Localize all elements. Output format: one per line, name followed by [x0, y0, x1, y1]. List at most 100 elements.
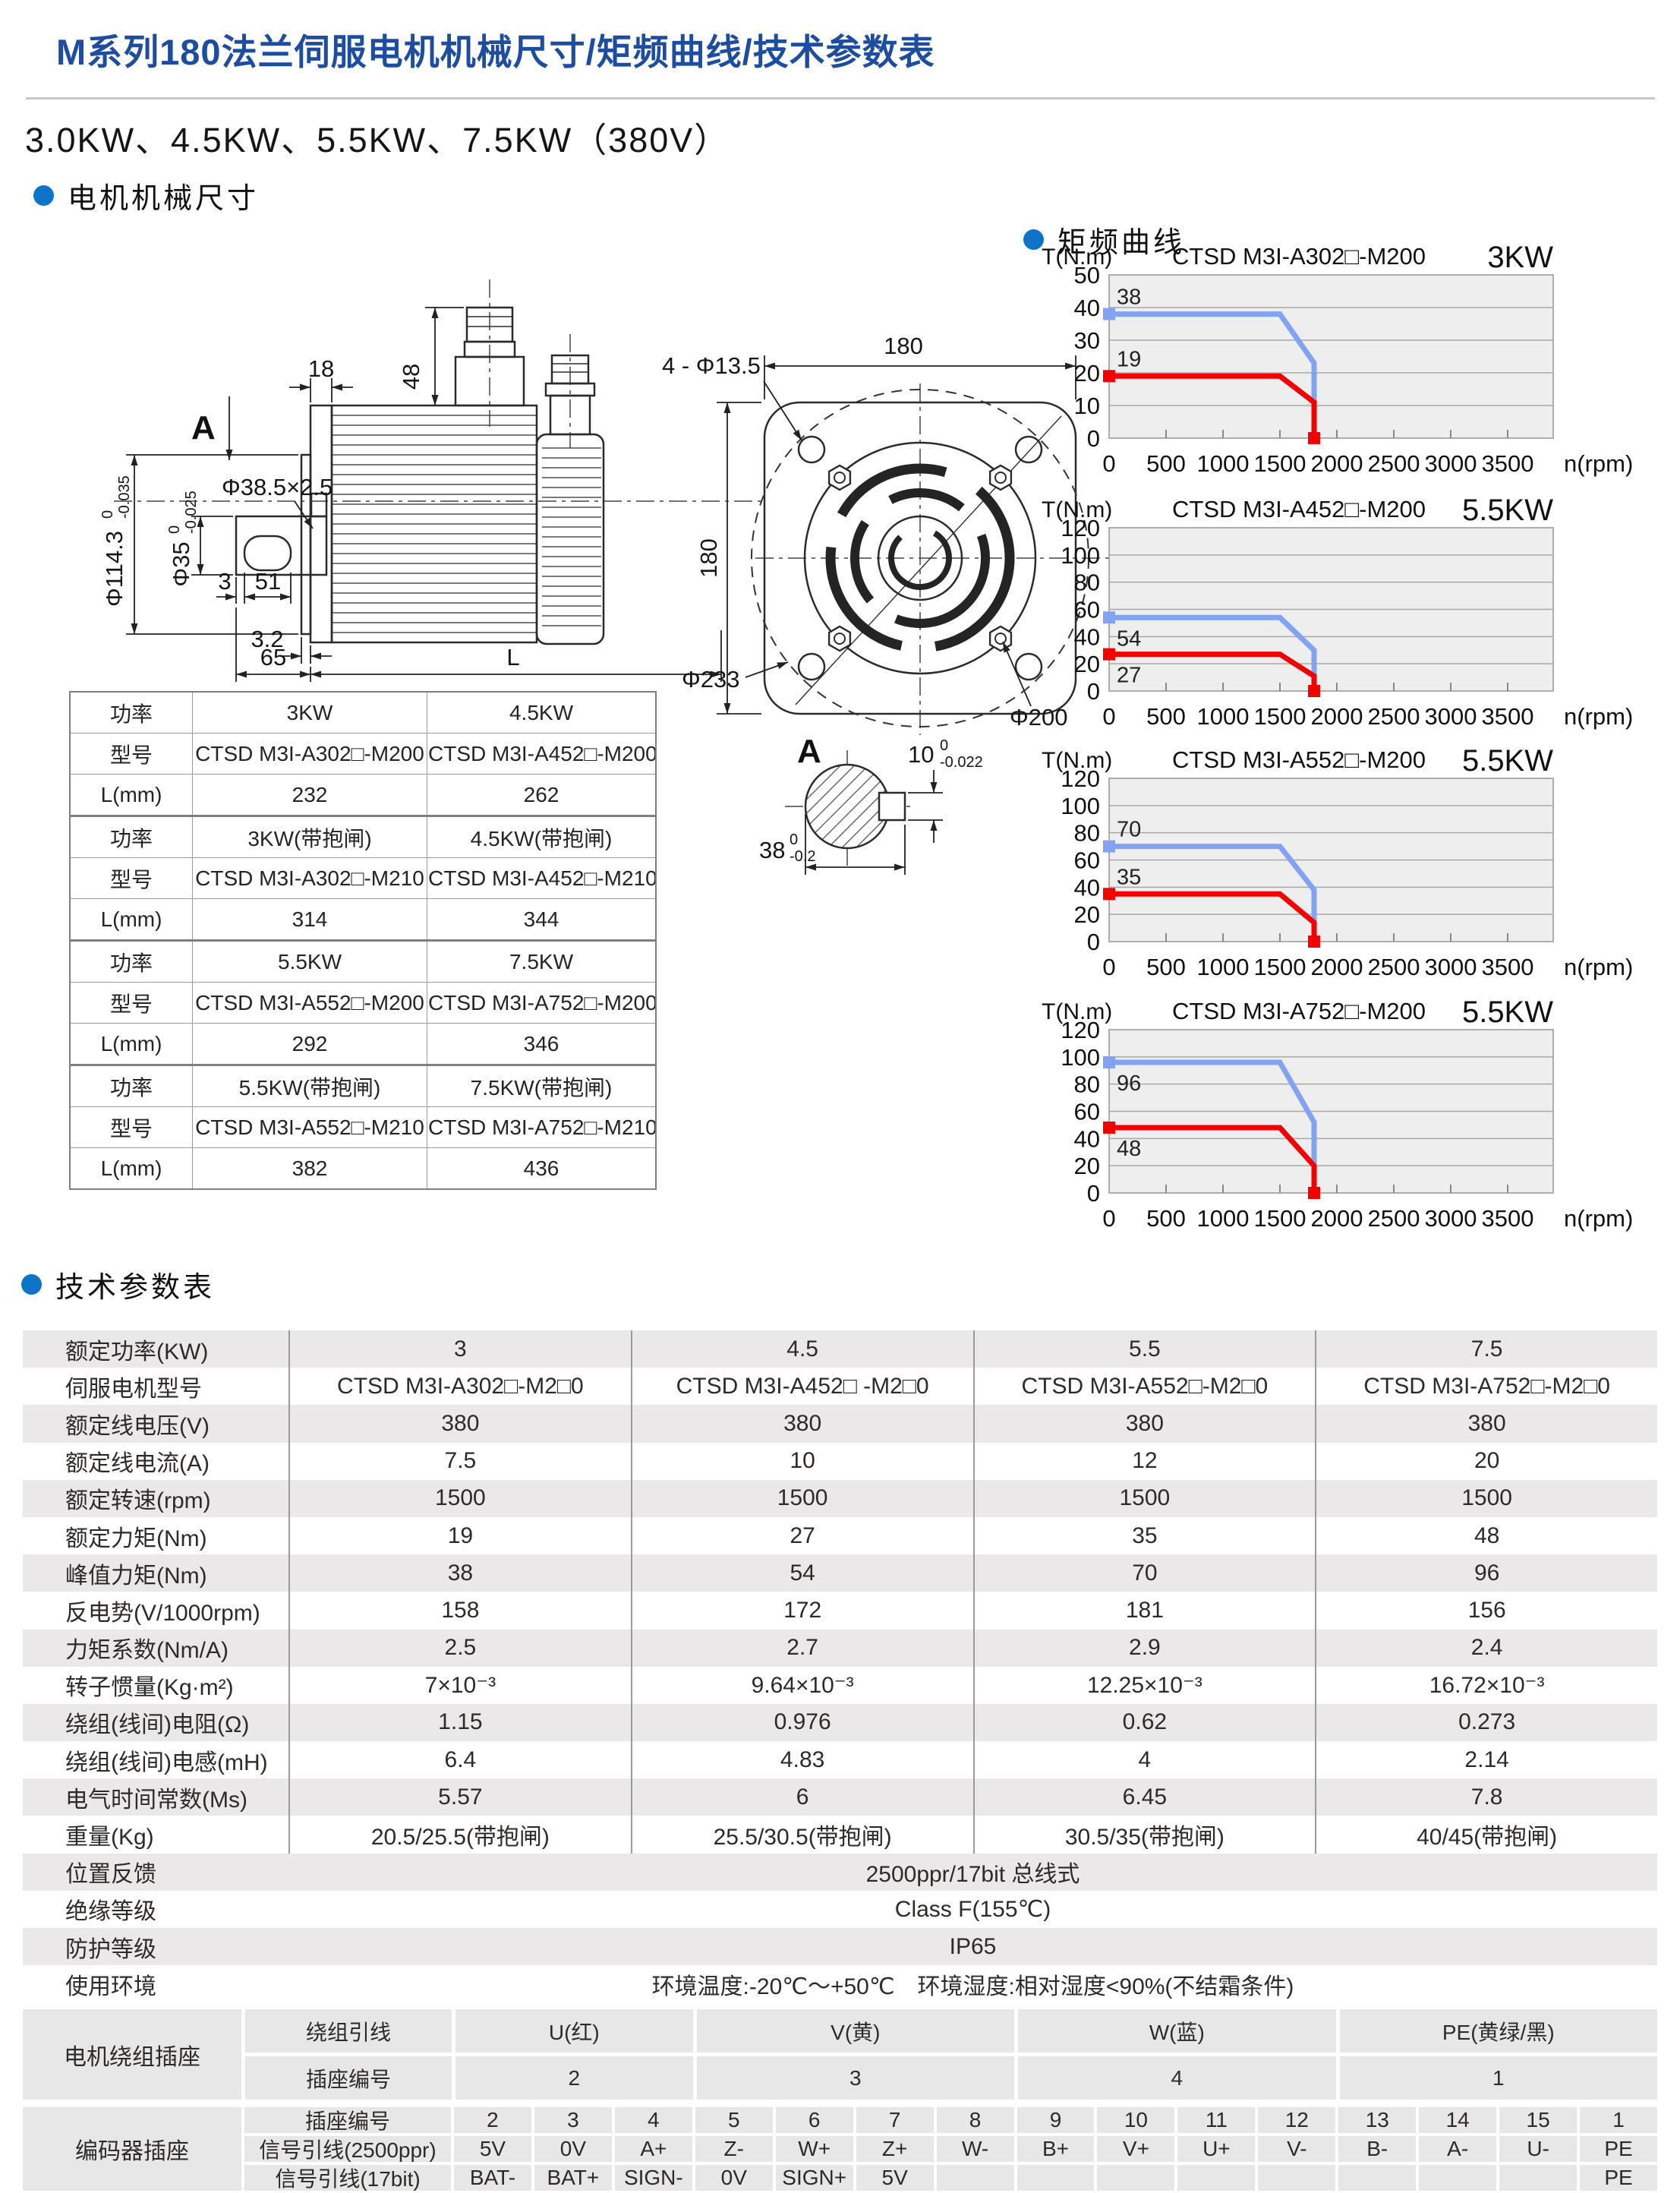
encoder-pin-value: 13: [1338, 2107, 1417, 2133]
callout-holes: 4 - Φ13.5: [662, 352, 802, 441]
svg-text:180: 180: [884, 333, 923, 359]
power-connector: [454, 279, 525, 427]
dim-48: 48: [398, 307, 464, 405]
hex-bolt-center: [994, 472, 1007, 484]
tech-row-value: 0.976: [630, 1703, 973, 1742]
section-mechanical-dimensions: 电机机械尺寸: [33, 175, 259, 216]
encoder-ribs: [542, 447, 601, 626]
dim-38: 38 0 -0.2: [759, 814, 906, 875]
y-tick-label: 40: [1074, 295, 1100, 321]
svg-text:180: 180: [695, 538, 722, 578]
tech-row-value: 48: [1315, 1516, 1657, 1555]
dim-3-51: 3 51: [216, 568, 292, 604]
series-marker: [1308, 936, 1320, 948]
tech-row-label: 力矩系数(Nm/A): [65, 1638, 229, 1664]
series-value-label: 48: [1117, 1137, 1141, 1161]
tech-row-value: 9.64×10⁻³: [630, 1666, 973, 1704]
mount-hole: [797, 652, 826, 681]
tech-row-value: 27: [630, 1516, 973, 1555]
x-axis-title: n(rpm): [1564, 954, 1633, 980]
tech-row-value: 30.5/35(带抱闸): [972, 1816, 1316, 1854]
svg-text:0: 0: [99, 510, 116, 519]
svg-text:-0.2: -0.2: [790, 848, 815, 865]
svg-text:0: 0: [940, 737, 948, 754]
tech-row-merged-value: 环境温度:-20℃～+50℃ 环境湿度:相对湿度<90%(不结霜条件): [651, 1974, 1294, 1999]
dim-row-label: 型号: [69, 1106, 193, 1148]
sig17-value: [1177, 2165, 1256, 2191]
x-axis-title: n(rpm): [1564, 1205, 1633, 1232]
svg-text:0: 0: [166, 525, 183, 534]
dim-row-label: 型号: [69, 982, 193, 1024]
series-value-label: 96: [1117, 1071, 1141, 1096]
shaft: [235, 515, 328, 576]
winding-pin-value: 4: [1018, 2056, 1336, 2100]
y-tick-label: 40: [1074, 623, 1100, 650]
y-tick-label: 40: [1074, 874, 1100, 901]
tech-row-value: 12.25×10⁻³: [972, 1666, 1316, 1704]
tech-row-label: 额定力矩(Nm): [65, 1526, 207, 1551]
chart-title: CTSD M3I-A302□-M200: [1172, 243, 1426, 270]
svg-text:18: 18: [308, 355, 334, 382]
x-tick-label: 3500: [1482, 450, 1534, 477]
x-tick-label: 2000: [1311, 954, 1363, 980]
svg-text:Φ233: Φ233: [682, 666, 739, 693]
series-rated-torque: [1109, 891, 1317, 942]
tech-table-row-merged: 位置反馈 2500ppr/17bit 总线式: [23, 1853, 1657, 1891]
sig17-value: [1017, 2165, 1095, 2191]
tech-row-value: 2.5: [288, 1629, 631, 1667]
torque-chart-3kw: T(N.m) CTSD M3I-A302□-M200 3KW 0 10 20 30 40 50 0…: [1031, 237, 1680, 488]
motor-winding-connector-table: 电机绕组插座 绕组引线 U(红) V(黄) W(蓝) PE(黄绿/黑) 插座编号 2 3 4 1: [23, 2009, 1657, 2100]
tech-row-value: 7.8: [1315, 1778, 1657, 1816]
section-view-label: A: [797, 733, 821, 770]
encoder-pin-row-label: 插座编号: [244, 2107, 451, 2133]
tech-row-value: 7.5: [1315, 1330, 1657, 1368]
y-axis-title: T(N.m): [1042, 497, 1112, 522]
dim-row-value: CTSD M3I-A752□-M200: [427, 982, 657, 1024]
series-marker: [1103, 888, 1115, 901]
tech-row-value: CTSD M3I-A452□ -M2□0: [630, 1368, 973, 1406]
dim-18: 18: [289, 355, 353, 402]
x-tick-label: 2000: [1311, 703, 1363, 730]
series-marker: [1308, 1187, 1320, 1199]
svg-text:38: 38: [759, 837, 785, 863]
tech-row-label: 使用环境: [65, 1974, 156, 1999]
x-axis-title: n(rpm): [1564, 450, 1633, 477]
dim-row-value: 4.5KW(带抱闸): [427, 815, 657, 858]
tech-row-value: 10: [630, 1442, 973, 1480]
y-tick-label: 100: [1061, 793, 1100, 819]
dim-table-row: L(mm) 382 436: [69, 1147, 657, 1190]
x-tick-label: 2500: [1368, 954, 1420, 980]
dim-row-value: CTSD M3I-A302□-M200: [192, 733, 427, 775]
y-tick-label: 80: [1074, 820, 1100, 847]
hex-bolt-center: [994, 633, 1007, 645]
tech-row-value: 16.72×10⁻³: [1315, 1666, 1657, 1704]
hex-bolt-icon: [827, 625, 852, 652]
x-tick-label: 3500: [1482, 1205, 1534, 1232]
x-tick-label: 500: [1146, 450, 1186, 477]
dim-row-label: 型号: [69, 733, 193, 775]
svg-text:65: 65: [260, 644, 286, 671]
tech-table-row: 转子惯量(Kg·m²) 7×10⁻³ 9.64×10⁻³ 12.25×10⁻³ 16.7…: [23, 1666, 1657, 1704]
section-tech-params: 技术参数表: [21, 1264, 215, 1305]
pilot-circle-200: [803, 441, 1037, 675]
x-tick-label: 1000: [1197, 450, 1250, 477]
x-tick-label: 500: [1146, 703, 1186, 730]
dim-table-row: 型号 CTSD M3I-A552□-M210 CTSD M3I-A752□-M210: [69, 1106, 657, 1148]
x-tick-label: 1000: [1197, 1205, 1250, 1232]
winding-lead-value: W(蓝): [1018, 2009, 1336, 2053]
series-rated-torque: [1109, 1125, 1317, 1193]
tech-row-merged-value: IP65: [949, 1933, 997, 1959]
shaft-bore-arc: [888, 526, 952, 590]
tech-row-value: 2.7: [630, 1629, 973, 1667]
section-label: 矩频曲线: [1057, 227, 1186, 259]
tech-row-label: 绕组(线间)电感(mH): [65, 1750, 268, 1775]
tech-row-value: CTSD M3I-A752□-M2□0: [1315, 1368, 1657, 1406]
tech-row-value: 1500: [1315, 1479, 1657, 1517]
tech-row-value: 1500: [288, 1479, 631, 1517]
tech-row-value: 380: [972, 1405, 1316, 1443]
x-axis-title: n(rpm): [1564, 703, 1633, 730]
y-tick-label: 60: [1074, 847, 1100, 874]
tech-row-value: 0.62: [972, 1703, 1316, 1742]
y-tick-label: 120: [1061, 765, 1100, 792]
chart-power-label: 5.5KW: [1462, 494, 1553, 527]
